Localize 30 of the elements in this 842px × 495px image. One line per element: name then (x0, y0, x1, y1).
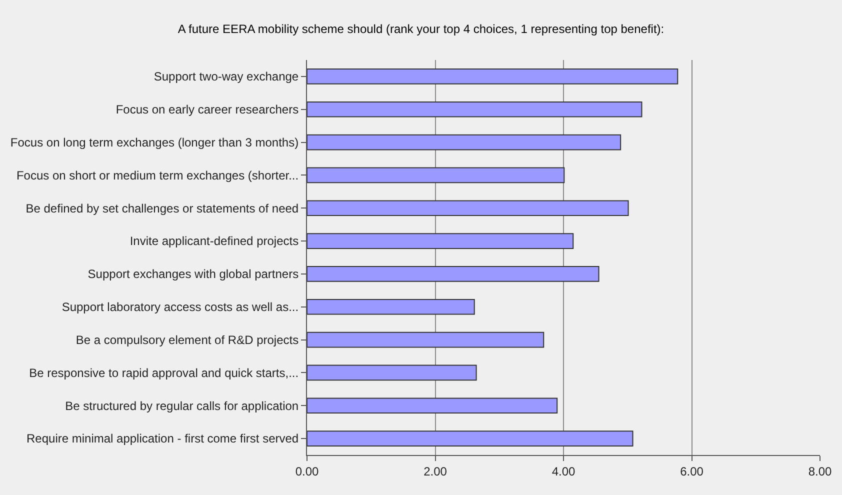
y-tick-label: Be responsive to rapid approval and quick starts,... (29, 366, 299, 380)
y-tick-label: Be defined by set challenges or statements of need (26, 201, 299, 216)
x-tick-label: 0.00 (295, 464, 319, 478)
bar (307, 101, 642, 118)
bar (307, 233, 574, 249)
y-tick-label: Support two-way exchange (154, 70, 299, 84)
bar (307, 167, 565, 184)
y-tick-label: Focus on early career researchers (116, 102, 299, 117)
bar (307, 398, 558, 414)
y-tick-label: Be a compulsory element of R&D projects (76, 332, 299, 347)
y-tick-label: Be structured by regular calls for application (65, 398, 299, 413)
x-tick-label: 2.00 (424, 464, 448, 478)
bar (307, 200, 629, 216)
chart-title: A future EERA mobility scheme should (rank your top 4 choices, 1 representing top benefit): (178, 22, 664, 36)
bar (307, 298, 475, 315)
bar (307, 364, 477, 381)
x-tick-label: 4.00 (552, 464, 576, 478)
y-tick-label: Support exchanges with global partners (88, 267, 299, 282)
bar (307, 332, 544, 348)
bar (307, 68, 678, 84)
x-tick-label: 8.00 (808, 464, 832, 478)
y-tick-label: Focus on short or medium term exchanges (shorter... (16, 168, 299, 182)
y-tick-label: Focus on long term exchanges (longer than 3 months) (10, 135, 299, 150)
y-tick-label: Require minimal application - first come first served (26, 432, 299, 446)
bar (307, 430, 634, 446)
x-tick-label: 6.00 (680, 464, 704, 478)
bar (307, 266, 600, 282)
bar (307, 134, 622, 150)
y-tick-label: Support laboratory access costs as well as... (62, 300, 299, 314)
y-tick-label: Invite applicant-defined projects (130, 234, 299, 248)
